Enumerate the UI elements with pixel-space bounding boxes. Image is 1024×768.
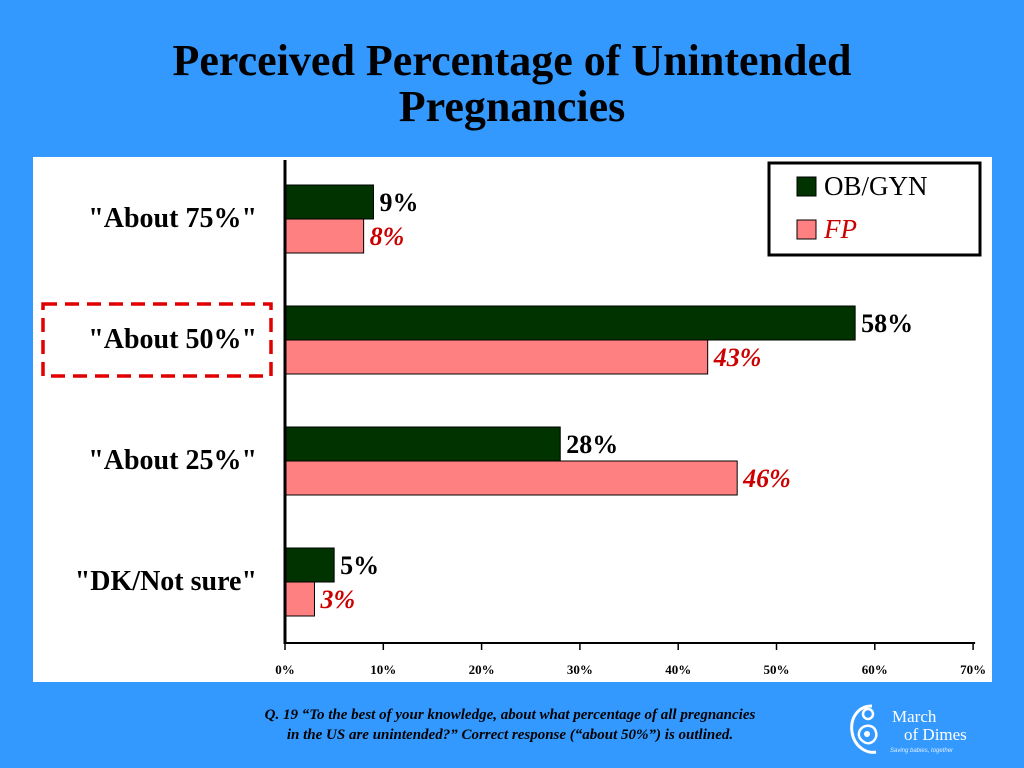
legend-label-fp: FP	[823, 214, 857, 244]
data-label-fp: 46%	[742, 464, 791, 493]
x-tick-label: 60%	[862, 662, 888, 677]
x-tick-label: 0%	[275, 662, 295, 677]
data-label-obgyn: 58%	[861, 309, 913, 338]
bar-obgyn	[284, 184, 374, 220]
bar-chart: "About 75%" 9% 8% "About 50%" 58% 43% "About 2…	[41, 160, 986, 677]
bar-fp	[284, 218, 365, 254]
footnote-line2: in the US are unintended?” Correct respo…	[286, 727, 734, 743]
x-tick-label: 70%	[960, 662, 986, 677]
footnote: Q. 19 “To the best of your knowledge, ab…	[160, 705, 860, 745]
legend-swatch-obgyn	[796, 176, 817, 197]
category-label: "About 75%"	[88, 203, 257, 234]
bar-fp	[284, 581, 315, 617]
highlight-outline	[41, 302, 273, 378]
march-of-dimes-logo: March of Dimes Saving babies, together	[842, 700, 982, 764]
logo-text: March of Dimes	[892, 708, 967, 744]
data-label-fp: 3%	[319, 585, 355, 614]
data-label-obgyn: 9%	[379, 188, 418, 217]
bar-obgyn	[284, 305, 856, 341]
chart-title-line2: Pregnancies	[398, 82, 626, 131]
data-label-fp: 8%	[370, 222, 405, 251]
x-tick-label: 50%	[764, 662, 790, 677]
logo-line1: March	[892, 707, 937, 726]
category-label: "About 25%"	[88, 445, 257, 476]
logo-line2: of Dimes	[904, 725, 967, 744]
chart-title: Perceived Percentage of Unintended Pregn…	[0, 38, 1024, 130]
logo-tagline: Saving babies, together	[890, 748, 954, 754]
category-label: "DK/Not sure"	[75, 566, 257, 597]
legend-swatch-fp	[796, 219, 817, 240]
chart-panel: "About 75%" 9% 8% "About 50%" 58% 43% "About 2…	[33, 157, 992, 682]
x-tick-label: 40%	[665, 662, 691, 677]
x-tick-label: 10%	[370, 662, 396, 677]
x-tick-label: 30%	[567, 662, 593, 677]
bar-obgyn	[284, 547, 335, 583]
category-label: "About 50%"	[88, 324, 257, 355]
x-tick-label: 20%	[469, 662, 495, 677]
data-label-obgyn: 5%	[340, 551, 379, 580]
data-label-obgyn: 28%	[566, 430, 618, 459]
bar-fp	[284, 460, 738, 496]
mother-baby-icon	[850, 704, 878, 754]
footnote-line1: Q. 19 “To the best of your knowledge, ab…	[264, 707, 756, 723]
chart-title-line1: Perceived Percentage of Unintended	[172, 36, 852, 85]
bar-obgyn	[284, 426, 561, 462]
bar-fp	[284, 339, 709, 375]
legend-label-obgyn: OB/GYN	[824, 171, 928, 201]
data-label-fp: 43%	[713, 343, 762, 372]
